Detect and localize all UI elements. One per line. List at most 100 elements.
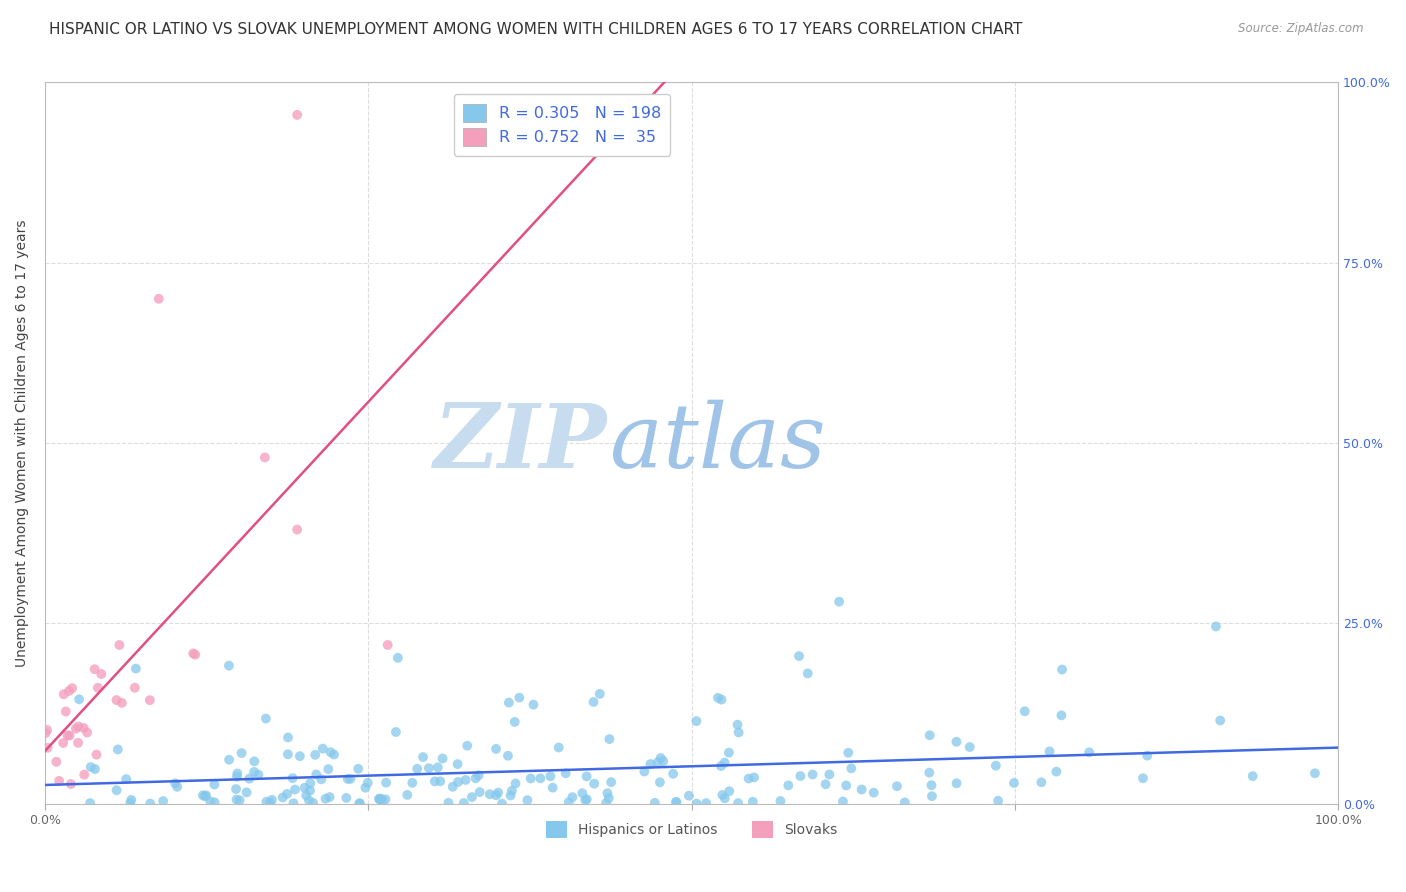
Point	[254, 712, 277, 726]
Point	[554, 766, 576, 780]
Point	[335, 791, 357, 805]
Point	[505, 776, 527, 790]
Point	[120, 796, 142, 810]
Point	[718, 784, 741, 798]
Point	[316, 762, 339, 776]
Point	[125, 662, 148, 676]
Point	[357, 776, 380, 790]
Point	[644, 796, 666, 810]
Point	[260, 793, 283, 807]
Point	[1132, 771, 1154, 785]
Point	[84, 762, 107, 776]
Point	[288, 749, 311, 764]
Point	[574, 793, 596, 807]
Point	[650, 751, 672, 765]
Point	[789, 769, 811, 783]
Point	[710, 692, 733, 706]
Point	[65, 722, 87, 736]
Point	[557, 795, 579, 809]
Point	[1136, 748, 1159, 763]
Point	[318, 790, 340, 805]
Point	[90, 667, 112, 681]
Point	[529, 772, 551, 786]
Point	[111, 696, 134, 710]
Point	[818, 767, 841, 781]
Point	[105, 693, 128, 707]
Point	[447, 775, 470, 789]
Point	[218, 753, 240, 767]
Point	[277, 731, 299, 745]
Point	[195, 789, 218, 803]
Point	[253, 450, 276, 465]
Point	[713, 756, 735, 770]
Point	[453, 796, 475, 810]
Point	[165, 776, 187, 790]
Point	[377, 638, 399, 652]
Point	[225, 792, 247, 806]
Point	[80, 760, 103, 774]
Point	[339, 772, 361, 786]
Point	[225, 770, 247, 784]
Point	[633, 764, 655, 779]
Point	[368, 792, 391, 806]
Point	[238, 772, 260, 786]
Point	[921, 789, 943, 804]
Point	[59, 777, 82, 791]
Point	[596, 786, 619, 800]
Point	[727, 796, 749, 810]
Point	[1078, 745, 1101, 759]
Point	[423, 774, 446, 789]
Point	[582, 695, 605, 709]
Point	[426, 760, 449, 774]
Point	[347, 762, 370, 776]
Point	[302, 796, 325, 810]
Point	[662, 766, 685, 780]
Point	[432, 751, 454, 765]
Point	[48, 773, 70, 788]
Point	[323, 747, 346, 762]
Point	[485, 742, 508, 756]
Point	[181, 647, 204, 661]
Point	[984, 758, 1007, 772]
Point	[920, 778, 942, 792]
Point	[79, 796, 101, 810]
Point	[894, 796, 917, 810]
Text: ZIP: ZIP	[434, 400, 607, 486]
Point	[295, 789, 318, 803]
Point	[538, 769, 561, 783]
Point	[498, 696, 520, 710]
Point	[647, 756, 669, 770]
Point	[349, 797, 371, 811]
Point	[231, 746, 253, 760]
Point	[107, 742, 129, 756]
Point	[218, 658, 240, 673]
Point	[575, 769, 598, 783]
Point	[226, 766, 249, 780]
Point	[243, 755, 266, 769]
Point	[496, 748, 519, 763]
Point	[83, 662, 105, 676]
Point	[243, 764, 266, 779]
Point	[184, 648, 207, 662]
Point	[461, 790, 484, 805]
Point	[285, 523, 308, 537]
Point	[486, 786, 509, 800]
Point	[571, 786, 593, 800]
Point	[835, 779, 858, 793]
Point	[35, 723, 58, 737]
Point	[1241, 769, 1264, 783]
Point	[277, 747, 299, 762]
Point	[371, 793, 394, 807]
Point	[886, 779, 908, 793]
Point	[742, 770, 765, 784]
Point	[589, 687, 612, 701]
Point	[256, 795, 278, 809]
Point	[945, 735, 967, 749]
Y-axis label: Unemployment Among Women with Children Ages 6 to 17 years: Unemployment Among Women with Children A…	[15, 219, 30, 667]
Point	[311, 772, 333, 787]
Point	[695, 796, 717, 810]
Point	[166, 780, 188, 794]
Point	[648, 775, 671, 789]
Point	[194, 789, 217, 804]
Point	[769, 794, 792, 808]
